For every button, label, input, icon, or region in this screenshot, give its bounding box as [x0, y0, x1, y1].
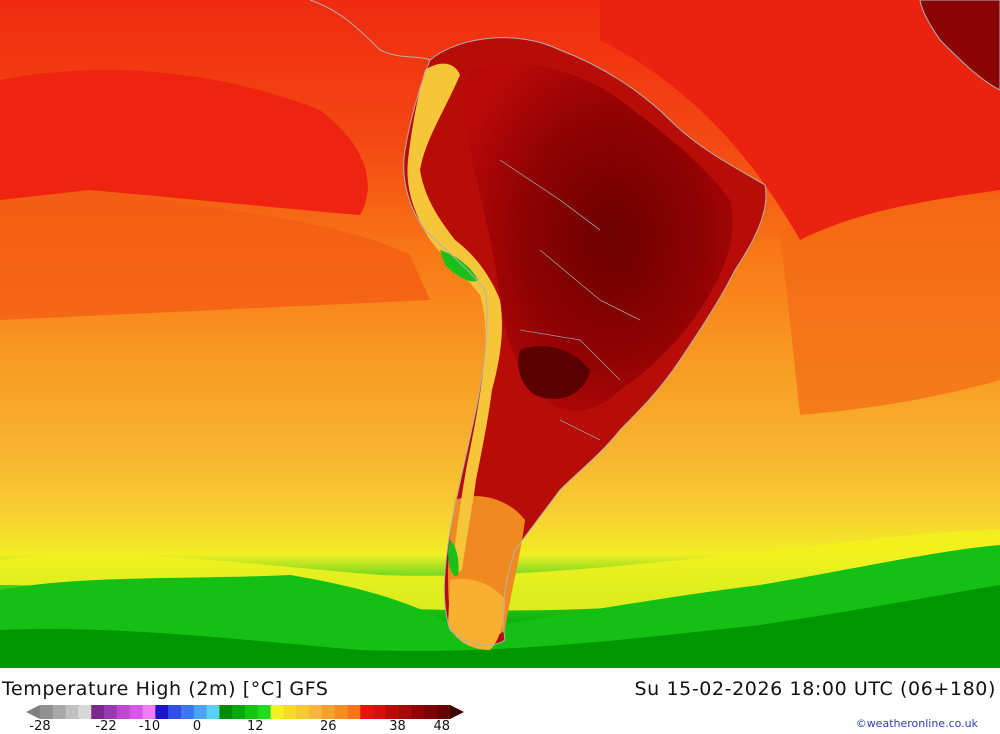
- legend-tick-label: -22: [95, 719, 117, 734]
- legend-swatch: [296, 705, 310, 719]
- north-atlantic-hot-zone: [600, 0, 1000, 240]
- andes-green-patch-south: [448, 540, 459, 576]
- legend-swatch: [91, 705, 105, 719]
- valid-time: Su 15-02-2026 18:00 UTC (06+180): [634, 678, 996, 700]
- map-title: Temperature High (2m) [°C] GFS: [2, 678, 329, 700]
- legend-swatch: [155, 705, 169, 719]
- legend-swatch: [232, 705, 246, 719]
- legend-swatch: [180, 705, 195, 719]
- legend-tick-label: 0: [192, 719, 202, 734]
- central-america-coast: [309, 0, 431, 61]
- amazon-hot-core: [464, 64, 733, 411]
- coastline: [403, 37, 767, 646]
- legend-swatch: [104, 705, 118, 719]
- legend-swatch: [424, 705, 438, 719]
- credit-link[interactable]: ©weatheronline.co.uk: [855, 717, 978, 730]
- map-footer: [0, 668, 1000, 733]
- legend-swatch: [385, 705, 400, 719]
- legend-tick-label: 26: [319, 719, 337, 734]
- legend-swatch: [437, 705, 451, 719]
- legend-swatch: [257, 705, 272, 719]
- north-pacific-hot-zone: [0, 70, 368, 215]
- atlantic-warm-zone: [780, 193, 1000, 415]
- legend-swatch: [142, 705, 156, 719]
- andes-green-patch: [440, 250, 478, 282]
- legend-swatch: [193, 705, 208, 719]
- country-borders: [499, 159, 641, 441]
- legend-tick-label: 38: [389, 719, 406, 734]
- legend-swatch: [245, 705, 259, 719]
- legend-swatch: [334, 705, 348, 719]
- legend-swatch: [116, 705, 131, 719]
- legend-arrow-high: [450, 705, 464, 719]
- legend-swatch: [360, 705, 374, 719]
- chaco-hot-spot: [518, 346, 590, 399]
- legend-swatch: [373, 705, 387, 719]
- pacific-warm-zone: [0, 170, 430, 320]
- africa-corner: [919, 0, 1000, 91]
- legend-swatch: [321, 705, 336, 719]
- patagonia-south: [448, 578, 505, 650]
- legend-swatch: [347, 705, 361, 719]
- legend-swatch: [219, 705, 233, 719]
- legend-swatch: [283, 705, 297, 719]
- legend-swatch: [398, 705, 413, 719]
- legend-swatch: [78, 705, 92, 719]
- legend-swatch: [65, 705, 79, 719]
- color-legend: [26, 705, 464, 719]
- legend-tick-label: -28: [29, 719, 51, 734]
- legend-tick-label: -10: [138, 719, 161, 734]
- temperature-map: [0, 0, 1000, 668]
- andes-cool-strip: [407, 63, 503, 575]
- legend-swatch: [309, 705, 323, 719]
- legend-arrow-low: [26, 705, 40, 719]
- legend-tick-label: 48: [433, 719, 451, 734]
- legend-tick-label: 12: [246, 719, 264, 734]
- legend-swatch: [52, 705, 67, 719]
- legend-swatch: [168, 705, 182, 719]
- legend-swatch: [270, 705, 284, 719]
- legend-swatch: [411, 705, 425, 719]
- southern-dark-green-band: [0, 585, 1000, 668]
- legend-swatch: [129, 705, 143, 719]
- legend-swatch: [206, 705, 220, 719]
- legend-swatch: [40, 705, 54, 719]
